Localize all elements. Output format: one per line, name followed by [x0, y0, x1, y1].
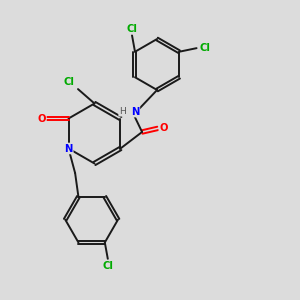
- Text: O: O: [159, 123, 168, 134]
- Text: N: N: [131, 106, 140, 117]
- Text: Cl: Cl: [200, 43, 210, 53]
- Text: Cl: Cl: [103, 261, 114, 271]
- Text: O: O: [37, 113, 46, 124]
- Text: N: N: [64, 143, 73, 154]
- Text: H: H: [119, 107, 126, 116]
- Text: Cl: Cl: [127, 24, 137, 34]
- Text: Cl: Cl: [64, 76, 74, 87]
